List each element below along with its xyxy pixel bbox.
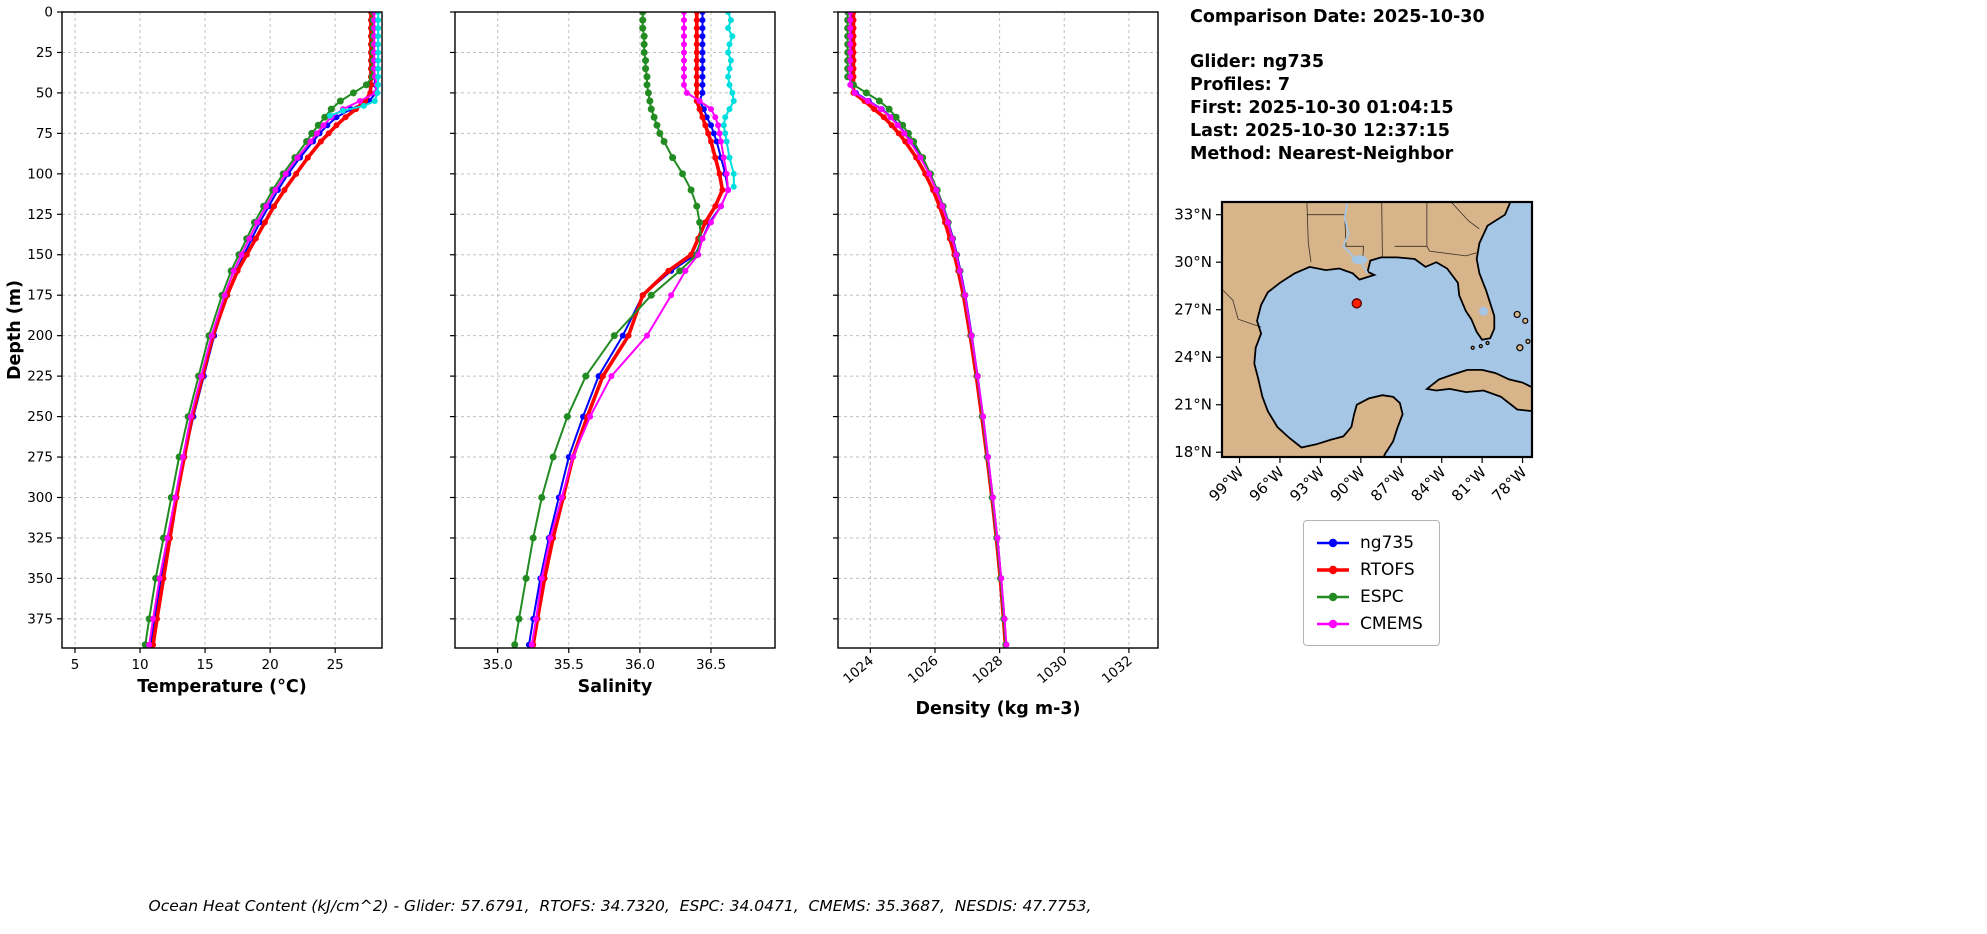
density-axis-label: Density (kg m-3) <box>915 699 1080 719</box>
map-lake <box>1478 306 1488 316</box>
svg-text:300: 300 <box>27 490 53 506</box>
glider-location-marker <box>1351 298 1362 309</box>
svg-text:125: 125 <box>27 207 53 223</box>
svg-text:75: 75 <box>36 126 53 142</box>
map-lat-label: 18°N <box>1174 443 1212 461</box>
map-state-border <box>1306 202 1312 263</box>
map-state-border <box>1344 214 1364 259</box>
svg-text:36.5: 36.5 <box>696 657 726 673</box>
map-state-border <box>1222 288 1262 328</box>
svg-text:25: 25 <box>36 45 53 61</box>
series-ESPC-salinity <box>513 12 703 645</box>
svg-text:36.0: 36.0 <box>625 657 655 673</box>
svg-text:1030: 1030 <box>1034 653 1071 687</box>
legend-swatch-icon <box>1317 619 1349 628</box>
map-island <box>1525 338 1531 344</box>
map-lat-label: 24°N <box>1174 348 1212 366</box>
map-island <box>1522 317 1529 324</box>
svg-text:35.5: 35.5 <box>554 657 584 673</box>
legend-item-CMEMS: CMEMS <box>1315 610 1423 637</box>
info-spacer <box>1190 29 1485 51</box>
subplot-temperature: 5 10 15 20 250255075100125150175200225250275… <box>27 5 383 697</box>
map-lon-label: 99°W <box>1205 463 1247 505</box>
map-frame <box>1220 200 1534 459</box>
svg-text:50: 50 <box>36 85 53 101</box>
map-state-border <box>1381 202 1383 257</box>
map-lon-label: 93°W <box>1286 463 1328 505</box>
map-lon-label: 90°W <box>1327 463 1369 505</box>
legend-label: ESPC <box>1360 586 1404 607</box>
map-lat-label: 21°N <box>1174 396 1212 414</box>
svg-text:1028: 1028 <box>970 653 1007 687</box>
last-profile-time: Last: 2025-10-30 12:37:15 <box>1190 121 1450 141</box>
legend-swatch-icon <box>1317 538 1349 547</box>
series-ESPC-temperature <box>144 12 374 645</box>
map-lon-label: 78°W <box>1488 463 1530 505</box>
map-island <box>1485 340 1490 346</box>
legend-swatch-icon <box>1317 565 1349 574</box>
map-island <box>1513 310 1521 319</box>
legend-item-RTOFS: RTOFS <box>1315 556 1423 583</box>
map-land-cuba <box>1424 368 1532 413</box>
svg-text:5: 5 <box>71 657 80 673</box>
first-profile-time: First: 2025-10-30 01:04:15 <box>1190 98 1454 118</box>
subplot-density: 1024 1026 1028 1030 1032 Density (kg m-3) <box>833 11 1159 719</box>
profiles-count: Profiles: 7 <box>1190 75 1291 95</box>
comparison-method: Method: Nearest-Neighbor <box>1190 144 1454 164</box>
svg-text:1024: 1024 <box>840 653 877 687</box>
svg-text:150: 150 <box>27 247 53 263</box>
legend-label: ng735 <box>1360 532 1415 553</box>
salinity-axis-label: Salinity <box>578 677 653 697</box>
map-land-north-america <box>1222 202 1512 457</box>
subplot-salinity: 35.0 35.5 36.0 36.5 Salinity <box>450 11 776 697</box>
map-lat-label: 33°N <box>1174 206 1212 224</box>
svg-text:200: 200 <box>27 328 53 344</box>
map-lat-label: 27°N <box>1174 301 1212 319</box>
depth-axis-label: Depth (m) <box>5 280 25 380</box>
series-RTOFS-salinity <box>531 12 725 646</box>
legend-item-ESPC: ESPC <box>1315 583 1423 610</box>
map-state-border <box>1394 245 1477 257</box>
svg-text:175: 175 <box>27 288 53 304</box>
svg-text:1026: 1026 <box>905 653 942 687</box>
series-RTOFS-temperature <box>151 12 373 646</box>
map-lat-label: 30°N <box>1174 253 1212 271</box>
legend-swatch-icon <box>1317 592 1349 601</box>
map-island <box>1478 344 1483 349</box>
svg-text:35.0: 35.0 <box>483 657 513 673</box>
svg-text:15: 15 <box>196 657 213 673</box>
legend-label: CMEMS <box>1360 613 1423 634</box>
svg-text:25: 25 <box>327 657 344 673</box>
map-lon-label: 81°W <box>1448 463 1490 505</box>
svg-text:20: 20 <box>262 657 279 673</box>
comparison-date: Comparison Date: 2025-10-30 <box>1190 7 1485 27</box>
ohc-footer: Ocean Heat Content (kJ/cm^2) - Glider: 5… <box>148 897 1092 915</box>
svg-text:1032: 1032 <box>1099 653 1136 687</box>
map-lake <box>1351 255 1368 265</box>
comparison-info: Comparison Date: 2025-10-30 Glider: ng73… <box>1190 6 1485 166</box>
map-lon-label: 96°W <box>1246 463 1288 505</box>
svg-text:275: 275 <box>27 450 53 466</box>
svg-text:0: 0 <box>44 5 53 21</box>
svg-text:250: 250 <box>27 409 53 425</box>
map-island <box>1470 345 1475 350</box>
map-lon-label: 87°W <box>1367 463 1409 505</box>
svg-text:325: 325 <box>27 530 53 546</box>
map-island <box>1516 344 1524 352</box>
legend: ng735 RTOFS ESPC CMEMS <box>1303 520 1440 646</box>
glider-name: Glider: ng735 <box>1190 52 1324 72</box>
temperature-axis-label: Temperature (°C) <box>137 677 307 697</box>
legend-label: RTOFS <box>1360 559 1415 580</box>
legend-item-ng735: ng735 <box>1315 529 1423 556</box>
svg-text:10: 10 <box>131 657 148 673</box>
svg-text:350: 350 <box>27 571 53 587</box>
svg-text:100: 100 <box>27 166 53 182</box>
svg-text:375: 375 <box>27 611 53 627</box>
gulf-of-mexico-map: 33°N 30°N 27°N 24°N 21°N 18°N 99°W96°W93°W90°W… <box>1174 200 1534 505</box>
map-lon-label: 84°W <box>1408 463 1450 505</box>
map-state-border <box>1450 202 1480 230</box>
profile-charts: 5 10 15 20 250255075100125150175200225250275… <box>5 5 1159 719</box>
svg-text:225: 225 <box>27 369 53 385</box>
